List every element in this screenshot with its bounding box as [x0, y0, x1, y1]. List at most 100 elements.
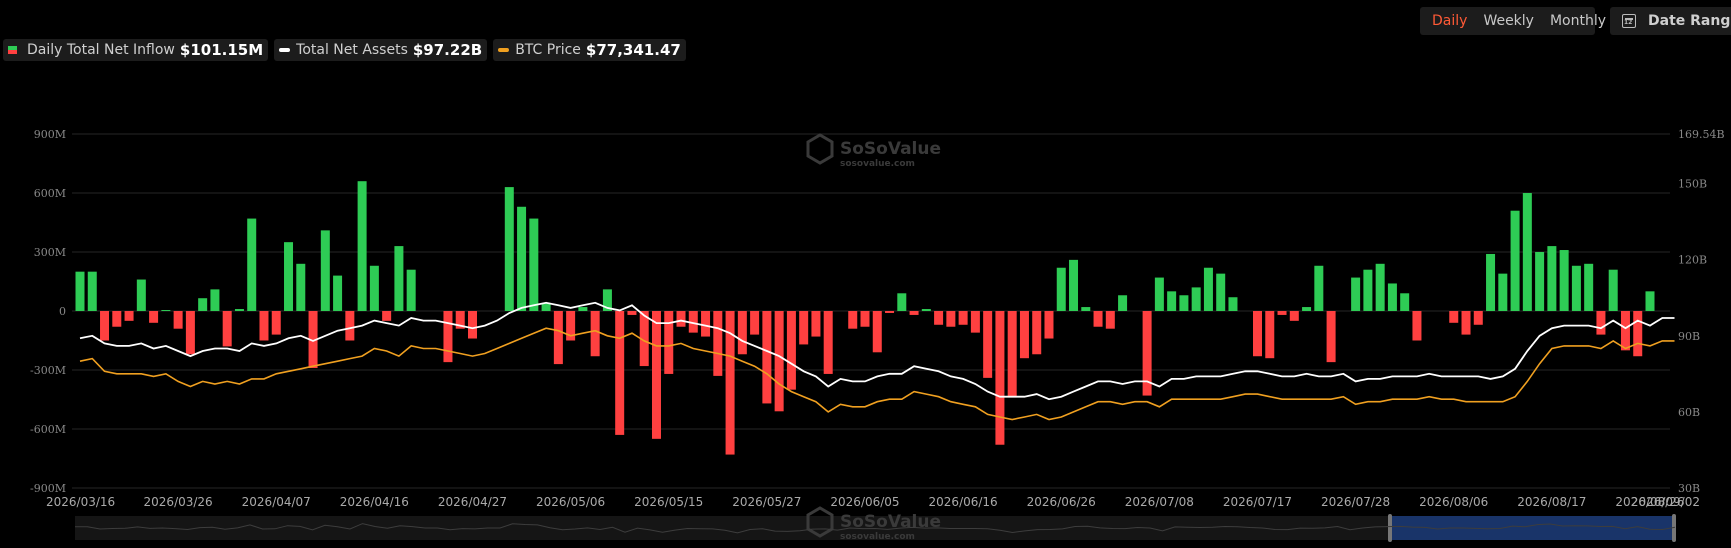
legend-inflow-label: Daily Total Net Inflow — [27, 42, 175, 58]
x-tick-label: 2026/08/26 — [1615, 495, 1684, 509]
x-tick-label: 2026/06/26 — [1027, 495, 1096, 509]
inflow-bar — [946, 311, 956, 327]
inflow-bar — [664, 311, 674, 374]
inflow-bar — [1351, 277, 1361, 311]
inflow-bar — [1486, 253, 1496, 311]
legend-btc[interactable]: BTC Price $77,341.47 — [493, 39, 686, 61]
inflow-bar — [406, 269, 416, 311]
x-tick-label: 2026/07/17 — [1223, 495, 1292, 509]
inflow-bar — [553, 311, 563, 365]
x-tick-label: 2026/03/16 — [46, 495, 115, 509]
tab-daily[interactable]: Daily — [1432, 13, 1468, 29]
x-tick-label: 2026/05/15 — [634, 495, 703, 509]
line-series — [79, 301, 1675, 421]
x-tick-label: 2026/07/08 — [1125, 495, 1194, 509]
right-tick-label: 90B — [1678, 330, 1700, 343]
inflow-bar — [1571, 265, 1581, 311]
legend-inflow[interactable]: Daily Total Net Inflow $101.15M — [3, 39, 269, 61]
inflow-bar — [1019, 311, 1029, 359]
right-tick-label: 169.54B — [1678, 128, 1725, 141]
inflow-bar — [627, 311, 637, 315]
inflow-bar — [958, 311, 968, 325]
inflow-bar — [357, 181, 367, 311]
inflow-bar — [774, 311, 784, 412]
inflow-bar — [1203, 267, 1213, 311]
inflow-bar — [725, 311, 735, 455]
net-assets-line — [79, 301, 1675, 401]
inflow-bar — [75, 271, 85, 311]
x-tick-label: 2026/08/06 — [1419, 495, 1488, 509]
inflow-bar — [1069, 259, 1079, 311]
inflow-bar — [1449, 311, 1459, 323]
inflow-bar — [1032, 311, 1042, 355]
inflow-bar — [1645, 291, 1655, 311]
inflow-bar — [1412, 311, 1422, 341]
inflow-bar — [799, 311, 809, 345]
inflow-bar — [1473, 311, 1483, 325]
legend-assets[interactable]: Total Net Assets $97.22B — [274, 39, 488, 61]
watermark-brand: SoSoValue — [840, 139, 941, 159]
legend-inflow-value: $101.15M — [179, 41, 264, 59]
inflow-bar — [222, 311, 232, 347]
inflow-swatch-icon — [8, 46, 17, 54]
x-tick-label: 2026/08/17 — [1517, 495, 1586, 509]
watermark: SoSoValue sosovalue.com — [806, 133, 941, 169]
x-tick-label: 2026/03/26 — [144, 495, 213, 509]
inflow-bar — [1056, 267, 1066, 311]
calendar-icon — [1622, 14, 1636, 28]
x-tick-label: 2026/06/16 — [929, 495, 998, 509]
tab-weekly[interactable]: Weekly — [1483, 13, 1534, 29]
x-tick-label: 2026/05/27 — [732, 495, 801, 509]
inflow-bar — [1081, 307, 1091, 311]
inflow-bar — [688, 311, 698, 333]
brush-watermark-logo-icon — [806, 506, 834, 538]
date-range-label: Date Range — [1648, 13, 1731, 29]
x-tick-label: 2026/06/05 — [830, 495, 899, 509]
inflow-bar — [234, 309, 244, 311]
inflow-bar — [1400, 293, 1410, 311]
inflow-bar — [1535, 252, 1545, 311]
date-range-button[interactable]: Date Range — [1610, 7, 1731, 35]
inflow-bar — [1363, 269, 1373, 311]
assets-swatch-icon — [279, 48, 291, 52]
right-tick-label: 30B — [1678, 482, 1700, 495]
inflow-bar — [185, 311, 195, 355]
left-tick-label: -900M — [30, 482, 66, 495]
inflow-bar — [1105, 311, 1115, 329]
inflow-bar — [541, 303, 551, 311]
inflow-bar — [1559, 250, 1569, 311]
inflow-bar — [713, 311, 723, 376]
x-tick-label: 2026/05/06 — [536, 495, 605, 509]
range-brush[interactable]: SoSoValue sosovalue.com — [75, 506, 1676, 542]
brush-watermark-brand: SoSoValue — [840, 512, 941, 532]
inflow-bar — [786, 311, 796, 390]
inflow-bar — [455, 311, 465, 329]
right-axis: 169.54B 150B 120B 90B 60B 30B — [1678, 128, 1725, 495]
period-tabs: Daily Weekly Monthly — [1420, 7, 1606, 35]
x-tick-label: 2026/07/28 — [1321, 495, 1390, 509]
inflow-bar — [394, 246, 404, 311]
left-tick-label: -600M — [30, 423, 66, 436]
inflow-bar — [995, 311, 1005, 445]
inflow-bar — [1118, 295, 1128, 311]
brush-handle-right[interactable] — [1672, 514, 1676, 542]
inflow-bar — [308, 311, 318, 369]
inflow-bars — [75, 181, 1655, 455]
inflow-bar — [566, 311, 576, 341]
inflow-bar — [1289, 311, 1299, 321]
inflow-bar — [382, 311, 392, 321]
inflow-bar — [1228, 297, 1238, 311]
inflow-bar — [87, 271, 97, 311]
inflow-bar — [602, 289, 612, 311]
inflow-bar — [1302, 307, 1312, 311]
brush-handle-left[interactable] — [1388, 514, 1392, 542]
inflow-bar — [468, 311, 477, 339]
tab-monthly[interactable]: Monthly — [1549, 13, 1607, 29]
inflow-bar — [811, 311, 821, 337]
legend-assets-label: Total Net Assets — [296, 42, 408, 58]
brush-watermark-site: sosovalue.com — [840, 532, 915, 542]
inflow-bar — [1633, 311, 1643, 357]
right-tick-label: 60B — [1678, 406, 1700, 419]
left-tick-label: -300M — [30, 364, 66, 377]
